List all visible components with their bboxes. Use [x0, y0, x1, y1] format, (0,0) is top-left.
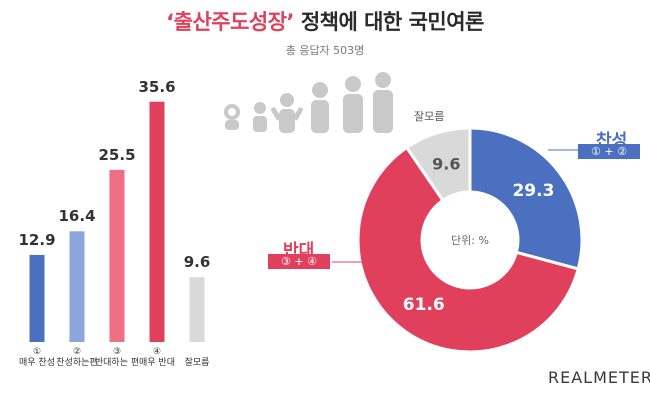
bar-value-label: 9.6 — [183, 253, 211, 272]
child-icon — [271, 93, 303, 133]
people-illustration — [224, 72, 393, 133]
bar-2 — [69, 231, 85, 342]
chart-title: ‘출산주도성장’ 정책에 대한 국민여론 — [0, 6, 650, 36]
bar-category-label: ② 찬성하는편 — [56, 347, 98, 368]
oppose-tag: ③ + ④ — [268, 254, 330, 269]
title-highlight: ‘출산주도성장’ — [166, 10, 295, 34]
bar-category-label: ③ 반대하는 편 — [94, 347, 140, 368]
unit-label: 단위: % — [451, 234, 489, 247]
bar-category-label: ① 매우 찬성 — [19, 347, 55, 368]
teen-icon — [311, 82, 329, 133]
bar-3 — [109, 169, 125, 342]
support-tag: ① + ② — [578, 144, 640, 159]
donut-slice-3 — [404, 126, 472, 203]
toddler-icon — [253, 102, 267, 132]
baby-icon — [224, 104, 240, 130]
bar-1 — [29, 254, 45, 342]
bar-value-label: 35.6 — [138, 77, 176, 96]
chart-subtitle: 총 응답자 503명 — [285, 44, 365, 57]
donut-slice-2 — [356, 145, 581, 354]
bar-4 — [149, 101, 165, 342]
donut-value-label: 61.6 — [402, 295, 445, 316]
donut-value-label: 29.3 — [512, 181, 555, 202]
bar-category-label: 잘모름 — [184, 358, 210, 368]
bar-value-label: 25.5 — [98, 145, 136, 164]
adult-icon — [343, 76, 363, 133]
bar-value-label: 16.4 — [58, 207, 96, 226]
donut-slice-1 — [468, 126, 584, 271]
bar-value-label: 12.9 — [18, 230, 56, 249]
dont-know-label: 잘모름 — [414, 110, 445, 123]
bar-category-label: ④ 매우 반대 — [139, 347, 175, 368]
title-rest: 정책에 대한 국민여론 — [294, 10, 485, 34]
donut-value-label: 9.6 — [432, 154, 461, 174]
bar-5 — [189, 277, 205, 342]
elder-icon — [373, 72, 393, 133]
brand-logo: REALMETER — [548, 368, 650, 387]
